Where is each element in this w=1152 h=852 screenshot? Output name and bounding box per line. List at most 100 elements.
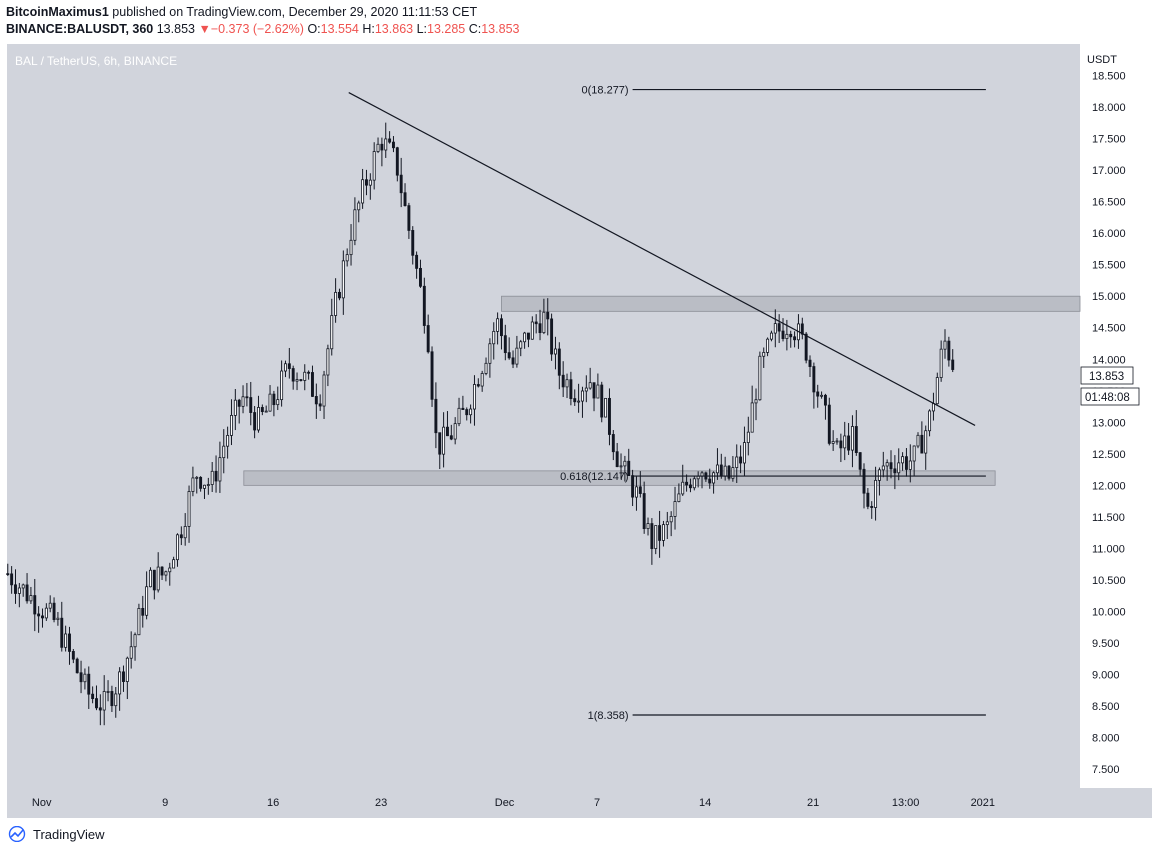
symbol-line: BINANCE:BALUSDT, 360 13.853 ▼−0.373 (−2.… [6, 22, 519, 36]
candle-body [241, 396, 245, 407]
candle-body [245, 396, 249, 399]
y-tick-label: 17.500 [1092, 134, 1126, 146]
candle-body [881, 465, 885, 471]
candle-body [607, 397, 611, 435]
candle-body [287, 363, 291, 369]
candle-body [526, 332, 530, 340]
candle-body [338, 291, 341, 299]
candle-body [538, 323, 542, 334]
published-info: published on TradingView.com, December 2… [112, 5, 478, 19]
candle-body [372, 151, 376, 181]
change-arrow-icon: ▼ [198, 22, 211, 36]
x-tick-label: Nov [32, 797, 52, 809]
candle-body [642, 493, 646, 530]
candle-body [580, 390, 584, 402]
candle-body [735, 456, 739, 468]
candle-body [129, 646, 133, 659]
candle-body [854, 426, 858, 453]
candle-body [762, 352, 766, 357]
candle-body [79, 672, 83, 683]
y-tick-label: 7.500 [1092, 764, 1120, 776]
x-tick-label: 16 [267, 797, 279, 809]
candle-body [889, 462, 893, 470]
candle-body [812, 366, 816, 393]
candle-body [519, 341, 523, 349]
candle-body [615, 451, 619, 468]
author-name[interactable]: BitcoinMaximus1 [6, 5, 109, 19]
candle-body [253, 412, 257, 431]
candle-body [195, 476, 199, 479]
plot-area[interactable] [7, 44, 1080, 788]
y-tick-label: 18.500 [1092, 71, 1126, 83]
candle-body [276, 399, 280, 406]
candle-body [326, 348, 330, 376]
candle-body [631, 475, 635, 498]
close-label: C: [468, 22, 482, 36]
candle-body [773, 323, 777, 334]
candle-body [553, 348, 557, 355]
x-tick-label: 14 [699, 797, 711, 809]
candle-body [75, 658, 79, 674]
candle-body [862, 468, 866, 494]
candle-body [758, 355, 762, 401]
candle-body [388, 138, 392, 143]
price-chart[interactable]: 0(18.277) 0.618(12.147) 1(8.358) 7.500 8.00… [0, 0, 1152, 818]
candle-body [191, 477, 195, 492]
candle-body [793, 336, 797, 341]
candle-body [41, 615, 44, 619]
candle-body [912, 445, 916, 462]
candle-body [897, 462, 901, 474]
candle-body [357, 202, 361, 211]
candle-body [469, 408, 473, 416]
candle-body [14, 584, 17, 594]
candle-body [422, 285, 426, 326]
candle-body [561, 374, 565, 388]
candle-body [951, 359, 955, 370]
last-price-tag: 13.853 [1089, 371, 1124, 383]
candle-body [503, 335, 507, 354]
candle-body [685, 481, 689, 486]
y-tick-label: 9.500 [1092, 638, 1120, 650]
candle-body [349, 239, 353, 256]
y-tick-label: 16.500 [1092, 197, 1126, 209]
candle-body [353, 209, 357, 241]
candle-body [677, 493, 681, 502]
candle-body [438, 432, 442, 455]
price-axis[interactable] [1080, 44, 1152, 788]
candle-body [87, 673, 91, 695]
candle-body [658, 525, 662, 541]
candle-body [473, 384, 476, 410]
tradingview-logo-icon[interactable] [6, 826, 28, 842]
candle-body [816, 391, 820, 397]
candle-body [114, 693, 118, 707]
candle-body [904, 456, 908, 470]
candle-body [307, 371, 311, 374]
candle-body [419, 267, 422, 287]
time-axis[interactable] [7, 788, 1152, 818]
tradingview-brand[interactable]: TradingView [33, 826, 105, 842]
x-tick-label: 21 [807, 797, 819, 809]
candle-body [600, 384, 604, 418]
candle-body [68, 633, 71, 652]
candle-body [141, 608, 145, 616]
candle-body [688, 484, 692, 489]
candle-body [268, 393, 272, 412]
candle-body [692, 478, 696, 489]
candle-body [399, 174, 403, 194]
candle-body [935, 377, 939, 405]
candle-body [145, 586, 149, 616]
candle-body [411, 230, 415, 256]
candle-body [785, 333, 789, 339]
candle-body [727, 465, 731, 479]
y-tick-label: 12.000 [1092, 480, 1126, 492]
candle-body [183, 526, 187, 539]
y-tick-label: 16.000 [1092, 228, 1126, 240]
candle-body [654, 525, 658, 549]
candle-body [511, 357, 515, 365]
candle-body [619, 465, 623, 468]
candle-body [584, 387, 588, 392]
candle-series [6, 122, 955, 726]
last-price: 13.853 [156, 22, 195, 36]
candle-body [546, 311, 550, 320]
candle-body [449, 435, 453, 440]
